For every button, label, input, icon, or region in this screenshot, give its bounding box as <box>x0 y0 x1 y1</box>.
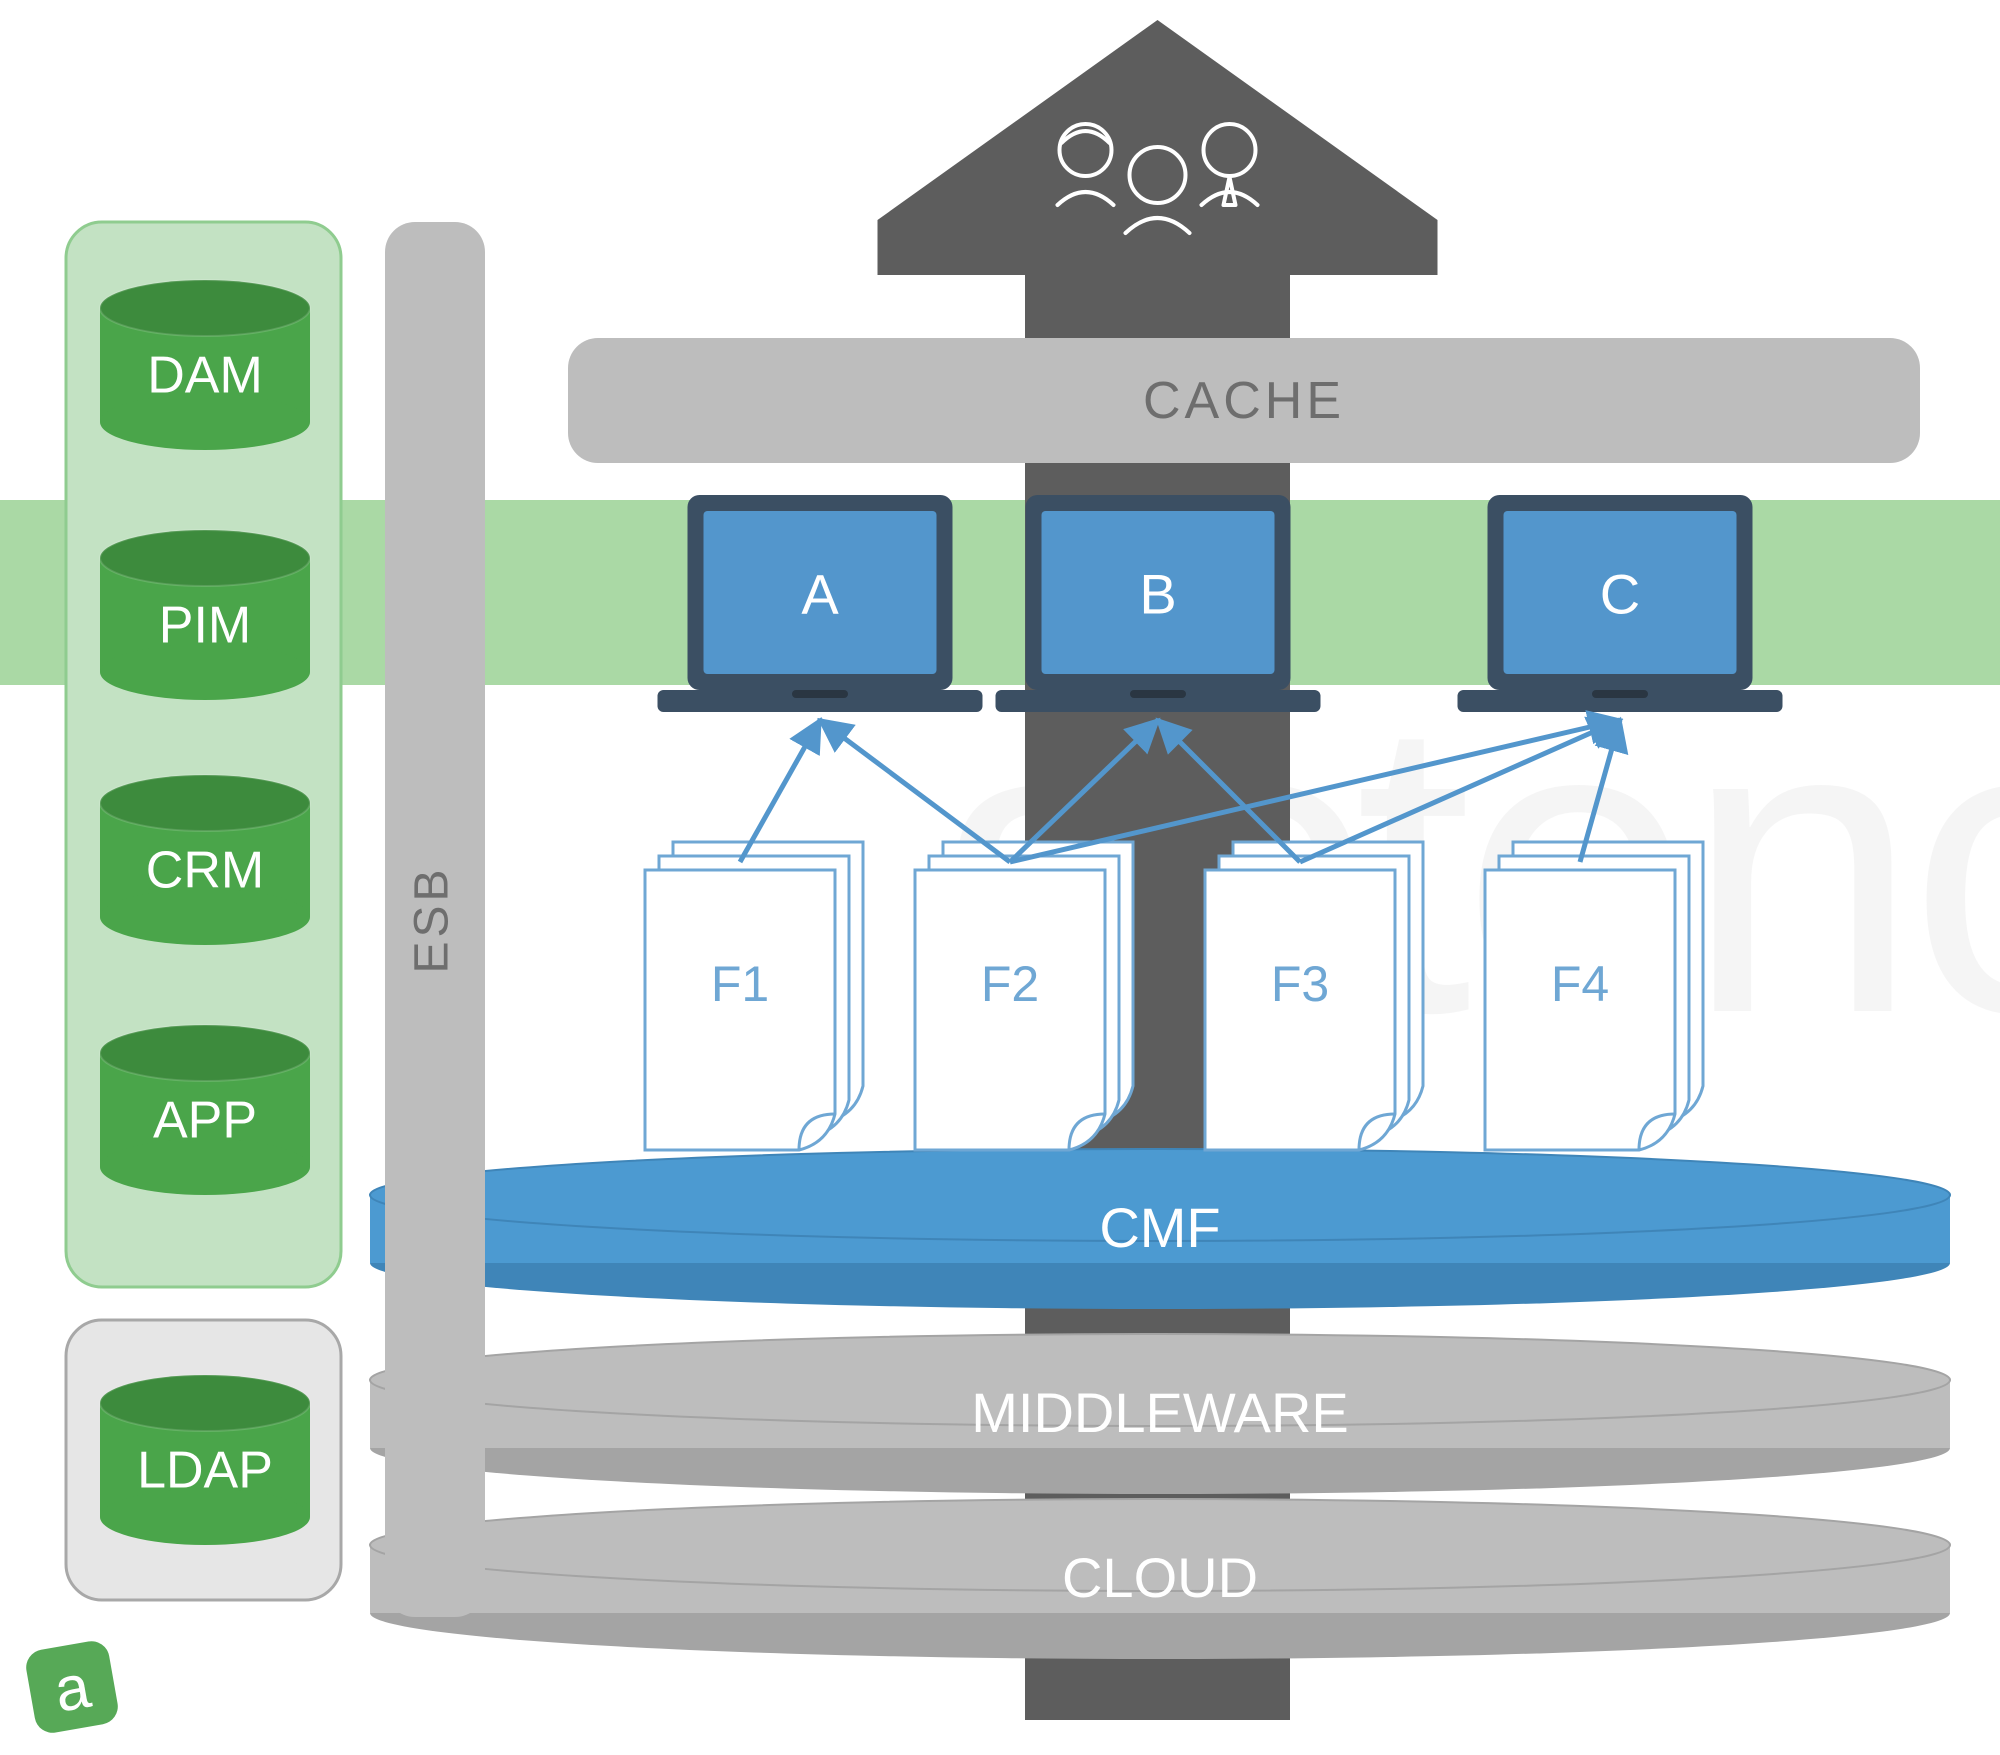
laptop-label-b: B <box>1139 562 1176 625</box>
platter-label-cmf: CMF <box>1099 1196 1220 1259</box>
logo-icon: a <box>23 1638 120 1735</box>
db-crm: CRM <box>100 775 310 945</box>
platter-middleware: MIDDLEWARE <box>370 1334 1950 1494</box>
db-app: APP <box>100 1025 310 1195</box>
db-label-pim: PIM <box>159 596 251 654</box>
laptop-c: C <box>1458 495 1783 712</box>
platter-cmf: CMF <box>370 1149 1950 1309</box>
platter-label-middleware: MIDDLEWARE <box>971 1381 1349 1444</box>
db-label-app: APP <box>153 1091 257 1149</box>
esb-label: ESB <box>406 865 459 973</box>
architecture-diagram: actencyCLOUDMIDDLEWARECMFCACHEESBDAMPIMC… <box>0 0 2000 1755</box>
db-dam: DAM <box>100 280 310 450</box>
doc-f1: F1 <box>645 842 863 1150</box>
doc-label-f2: F2 <box>981 956 1039 1012</box>
db-label-crm: CRM <box>146 841 264 899</box>
platter-label-cloud: CLOUD <box>1062 1546 1258 1609</box>
doc-label-f4: F4 <box>1551 956 1609 1012</box>
laptop-label-c: C <box>1600 562 1640 625</box>
doc-f2: F2 <box>915 842 1133 1150</box>
laptop-label-a: A <box>801 562 839 625</box>
doc-f4: F4 <box>1485 842 1703 1150</box>
cache-label: CACHE <box>1143 372 1345 430</box>
db-ldap: LDAP <box>100 1375 310 1545</box>
laptop-a: A <box>658 495 983 712</box>
doc-label-f1: F1 <box>711 956 769 1012</box>
db-pim: PIM <box>100 530 310 700</box>
db-label-ldap: LDAP <box>137 1441 273 1499</box>
db-label-dam: DAM <box>147 346 263 404</box>
laptop-b: B <box>996 495 1321 712</box>
doc-f3: F3 <box>1205 842 1423 1150</box>
platter-cloud: CLOUD <box>370 1499 1950 1659</box>
doc-label-f3: F3 <box>1271 956 1329 1012</box>
